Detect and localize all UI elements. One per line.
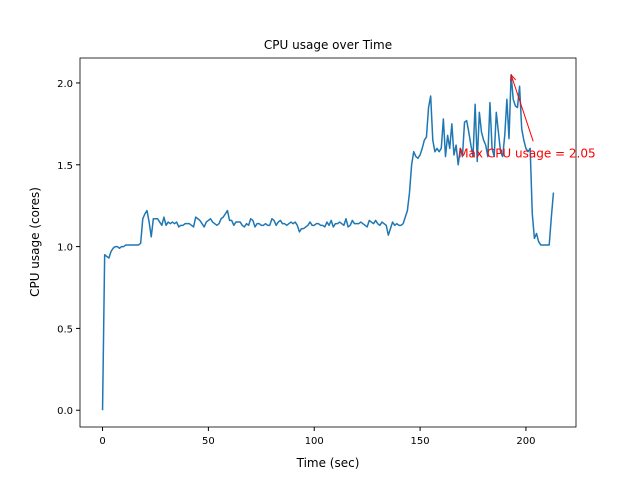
y-tick-label: 0.5: [57, 324, 73, 335]
plot-frame: [79, 57, 577, 428]
x-tick-label: 0: [99, 436, 105, 447]
y-tick-label: 1.5: [57, 161, 73, 172]
x-tick-label: 200: [516, 436, 535, 447]
y-tick-label: 0.0: [57, 406, 73, 417]
annotation-arrow: [510, 74, 534, 142]
x-tick-label: 50: [202, 436, 215, 447]
chart-title: CPU usage over Time: [264, 38, 392, 52]
x-tick-label: 150: [411, 436, 430, 447]
annotation-arrowhead: [510, 74, 517, 82]
x-tick-label: 100: [305, 436, 324, 447]
y-tick-label: 2.0: [57, 79, 73, 90]
y-tick-label: 1.0: [57, 243, 73, 254]
annotation-text: Max CPU usage = 2.05: [458, 146, 595, 160]
line: [101, 74, 555, 411]
x-axis-label: Time (sec): [296, 456, 360, 470]
y-axis-label: CPU usage (cores): [28, 187, 42, 297]
